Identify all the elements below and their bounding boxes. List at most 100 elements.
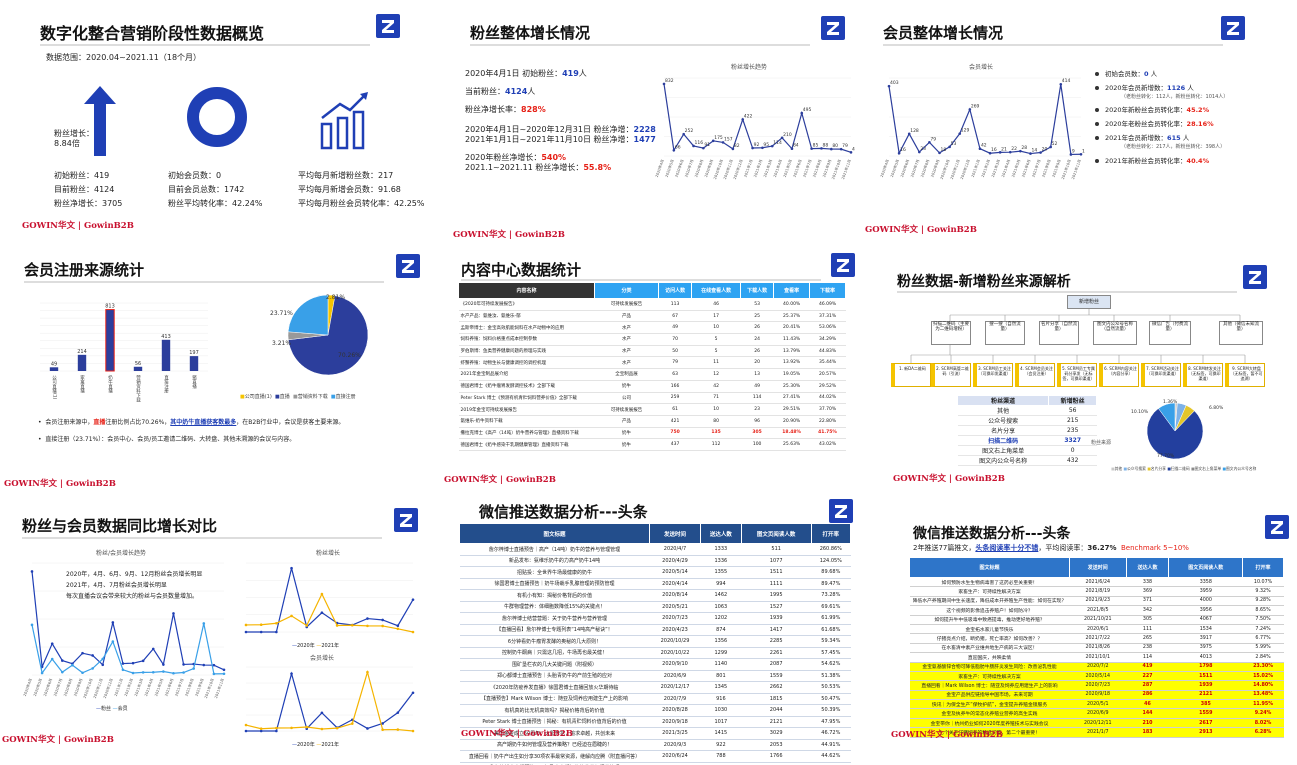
col-header: 送达人数 — [700, 523, 742, 544]
table-cell: 1511 — [741, 566, 812, 579]
source-bar-chart: 49 公司直播(1) 214 家禽直播 813 奶牛直播 56 营销资料下载 413 直接注册 19… — [40, 302, 208, 403]
tick-label: 2021年7月 — [1030, 159, 1041, 178]
table-cell: 3975 — [1168, 643, 1243, 654]
tick-label: 2021年10月 — [1060, 159, 1072, 180]
table-cell: 238 — [1126, 643, 1169, 654]
stat-monthly-members: 平均每月新增会员数：91.68 — [298, 185, 401, 194]
table-row: 其他 56 — [957, 405, 1097, 416]
tick-label: 2021年7月 — [173, 678, 184, 697]
z-logo-icon — [376, 14, 400, 38]
bullet-initial: 初始会员数：0 人 — [1095, 68, 1157, 78]
slide-member-source: 会员注册来源统计 49 公司直播(1) 214 家禽直播 813 奶牛直播 56 营销资料下载… — [0, 245, 425, 490]
table-cell: 419 — [1126, 662, 1169, 672]
table-cell: 11.43% — [773, 333, 810, 346]
table-cell: 2021/1/7 — [1069, 727, 1127, 738]
bar-label: 猪直播 — [192, 374, 197, 390]
data-point — [761, 146, 764, 150]
bullet-2021-newrate: 2021年新粉丝会员转化率：40.4% — [1095, 155, 1209, 165]
bullet-2020-sub: （老粉丝转化：112人，新粉丝转化：1014人） — [1121, 94, 1229, 100]
slide-title: 粉丝数据-新增粉丝来源解析 — [897, 274, 1071, 290]
table-cell: 13.92% — [773, 356, 810, 370]
z-logo-icon — [1265, 515, 1289, 539]
data-point — [40, 671, 44, 675]
data-point — [702, 146, 705, 150]
title-divider — [461, 279, 821, 281]
data-label: 14 — [1031, 148, 1037, 154]
pie-slice — [287, 294, 329, 336]
z-logo-icon — [821, 16, 845, 40]
slide-title: 数字化整合营销阶段性数据概览 — [40, 24, 265, 43]
table-cell: 饲料养殖：饲料价格重点成本控制参数 — [458, 333, 595, 346]
table-row: 如何提升牛中低吸毒中致癌提毒，推动更好地养殖？ 2021/10/21 305 4067… — [909, 615, 1284, 625]
table-cell: 20 — [740, 356, 774, 370]
data-label: 157 — [724, 136, 733, 142]
data-point — [907, 132, 911, 136]
tick-label: 2020年4月 — [654, 159, 665, 178]
data-point — [770, 144, 774, 148]
table-row: 扫描二维码 3327 — [957, 435, 1097, 446]
stat-monthly-conversion: 平均每月粉丝会员转化率：42.25% — [298, 199, 425, 208]
data-point — [381, 618, 384, 622]
tree-source: 搜一搜（自然流量） — [985, 321, 1025, 345]
data-point — [988, 151, 992, 155]
table-cell: 产品 — [594, 310, 659, 323]
data-point — [1029, 152, 1032, 155]
z-logo-icon — [396, 254, 420, 278]
tick-label: 2021年9月 — [821, 159, 832, 178]
title-divider — [24, 281, 384, 283]
table-row: 招贴投：全世界牛场最健康的奶牛 2020/5/14 1355 1511 89.68% — [459, 566, 851, 579]
data-label: 210 — [783, 132, 792, 138]
data-label: 495 — [803, 107, 812, 113]
pie-label: 23.71% — [270, 310, 293, 317]
table-cell: 这个视频的影像追击养殖户！如何防冷？ — [909, 605, 1070, 616]
table-cell: 183 — [1126, 727, 1169, 738]
table-row: 孟斯帝博士：金宝高效肌能饲料在水产动物中的应用 水产 49 10 26 20.41% 53.… — [458, 321, 846, 335]
bar — [189, 356, 199, 371]
table-cell: 1299 — [700, 647, 742, 659]
data-point — [244, 623, 248, 627]
tick-label: 2021年10月 — [830, 159, 842, 180]
table-row: 牛群物理营养：体细胞数降低15%的关键点！ 2020/5/21 1063 1527 69… — [459, 601, 851, 613]
note-2020: 2020年，4月、6月、9月、12月粉丝会员增长明显 — [66, 571, 203, 578]
table-cell: 89.47% — [811, 578, 851, 590]
table-cell: 2020/4/23 — [649, 624, 701, 636]
data-point — [172, 671, 175, 675]
data-point — [978, 147, 982, 151]
col-header: 图文标题 — [459, 523, 650, 544]
chart3-title: 会员增长 — [310, 655, 335, 662]
table-cell: 54.62% — [811, 658, 851, 671]
tick-label: 2021年2月 — [980, 159, 991, 178]
table-cell: 96 — [740, 415, 774, 428]
table-cell: 2019年金宝可持续发展报告 — [458, 403, 595, 416]
table-cell: 9.28% — [1242, 596, 1284, 607]
table-cell: 牛群物理营养：体细胞数降低15%的关键点！ — [459, 601, 650, 613]
table-cell: Peter Stark 博士直播预告｜揭秘：有机青贮饲料价值背后的价值 — [459, 716, 650, 728]
table-cell: 49 — [740, 380, 774, 393]
table-cell: 金宝及执养牛的常态化养殖业营养的高生实践 — [909, 708, 1070, 719]
data-label: 28 — [1021, 145, 1027, 151]
table-cell: 2020/9/18 — [649, 716, 701, 728]
table-cell: 2121 — [741, 716, 812, 728]
table-cell: 1336 — [700, 555, 742, 567]
table-cell: 可持续发展报告 — [594, 403, 659, 416]
data-label: 88 — [822, 142, 828, 148]
data-point — [790, 147, 794, 151]
bullet-source-1: • 会员注册来源中，直播注册比例占比70.26%，其中奶牛直播获客数最多，在B2… — [38, 419, 345, 426]
table-cell: 112 — [691, 438, 741, 451]
table-cell: 徐国君博士直播预告｜奶牛场栽手乳腺管理的预防管理 — [459, 578, 650, 590]
table-cell: 26 — [740, 321, 774, 335]
table-cell: 1815 — [741, 693, 812, 705]
tick-label: 2020年7月 — [683, 159, 694, 178]
data-point — [1049, 145, 1052, 149]
table-cell: 0 — [1048, 445, 1097, 456]
table-cell: 2021/10/1 — [1069, 652, 1127, 663]
col-header: 在线查看人数 — [691, 282, 742, 299]
table-cell: 3358 — [1168, 577, 1243, 588]
table-cell: 2.84% — [1242, 652, 1284, 663]
tick-label: 2020年4月 — [879, 159, 890, 178]
tick-label: 2021年3月 — [762, 159, 773, 178]
data-point — [101, 657, 105, 661]
bullet-2021-sub: （老粉丝转化：217人，新粉丝转化：398人） — [1121, 144, 1226, 150]
data-point — [800, 111, 804, 115]
data-point — [366, 670, 369, 674]
